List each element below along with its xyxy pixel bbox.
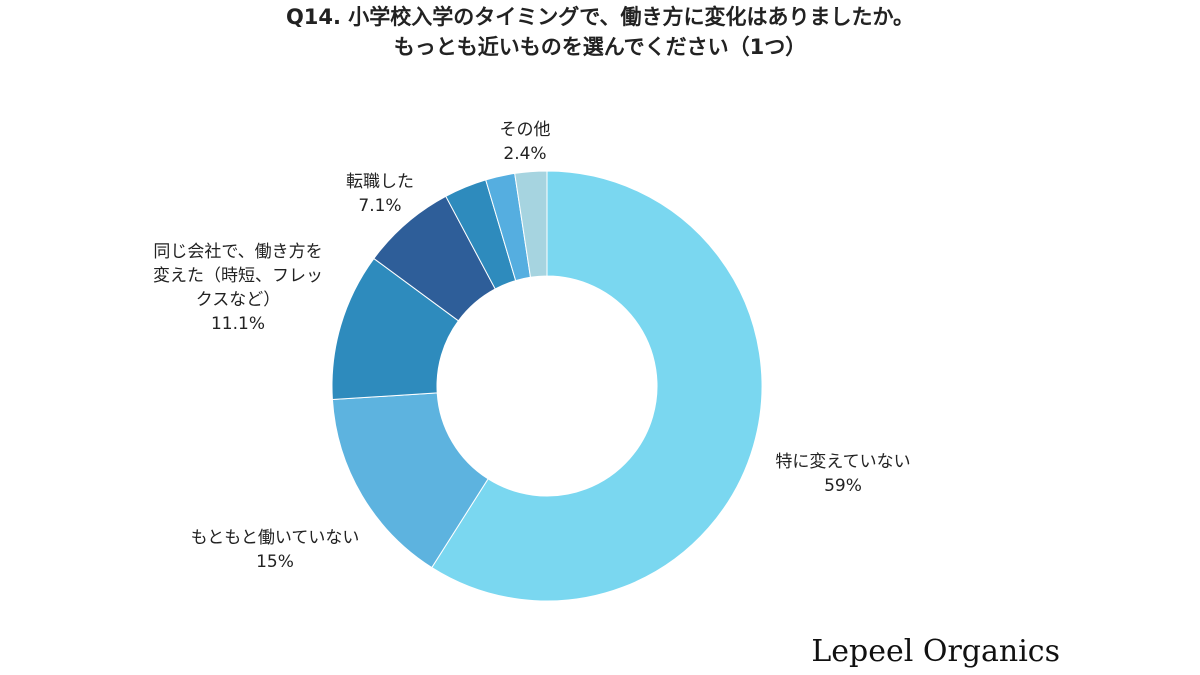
label-not-working: もともと働いていない 15%	[160, 526, 390, 574]
label-job-change-text: 転職した	[346, 172, 414, 192]
label-no-change: 特に変えていない 59%	[748, 450, 938, 498]
label-not-working-text: もともと働いていない	[190, 528, 360, 548]
donut-slice-0	[431, 170, 763, 602]
donut-slice-6	[514, 170, 548, 278]
label-other-text: その他	[499, 120, 551, 140]
label-other: その他 2.4%	[470, 118, 580, 166]
chart-title-line-1: Q14. 小学校入学のタイミングで、働き方に変化はありましたか。	[285, 5, 915, 29]
brand-logo: Lepeel Organics	[811, 634, 1060, 669]
label-other-value: 2.4%	[503, 144, 547, 164]
label-no-change-value: 59%	[824, 476, 862, 496]
label-no-change-text: 特に変えていない	[775, 452, 911, 472]
label-changed-style-text-2: 変えた（時短、フレッ	[153, 266, 323, 286]
label-changed-style-text-1: 同じ会社で、働き方を	[153, 242, 323, 262]
label-changed-style-value: 11.1%	[210, 314, 265, 334]
chart-title-line-2: もっとも近いものを選んでください（1つ）	[393, 35, 807, 59]
label-changed-style: 同じ会社で、働き方を 変えた（時短、フレッ クスなど） 11.1%	[128, 240, 348, 336]
donut-slice-1	[331, 392, 489, 569]
label-not-working-value: 15%	[256, 552, 294, 572]
label-job-change: 転職した 7.1%	[320, 170, 440, 218]
label-job-change-value: 7.1%	[358, 196, 402, 216]
label-changed-style-text-3: クスなど）	[195, 290, 281, 310]
